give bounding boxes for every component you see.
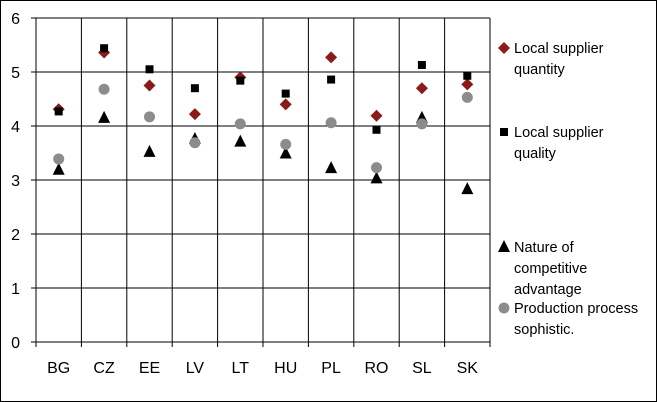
data-point-square <box>190 84 199 93</box>
data-point-square <box>145 65 154 74</box>
x-tick-label: SK <box>457 360 479 377</box>
data-point-square <box>327 75 336 84</box>
legend-label: quantity <box>514 62 566 78</box>
data-point-circle <box>189 137 201 149</box>
data-point-triangle <box>370 171 383 184</box>
data-point-circle <box>98 83 110 95</box>
data-point-circle <box>53 153 65 165</box>
data-point-diamond <box>279 98 292 111</box>
data-point-square <box>236 76 245 85</box>
data-point-triangle <box>461 182 474 195</box>
data-point-circle <box>280 138 292 150</box>
series-circle <box>53 83 473 174</box>
data-point-square <box>100 44 109 53</box>
data-point-triangle <box>98 110 111 123</box>
data-point-diamond <box>370 109 383 122</box>
data-point-triangle <box>52 162 65 175</box>
data-point-triangle <box>279 146 292 159</box>
legend-label: Local supplier <box>514 41 604 57</box>
y-tick-label: 0 <box>11 335 20 352</box>
legend: Local supplier quantity Local supplier qual… <box>498 41 638 338</box>
legend-label: Local supplier <box>514 125 604 141</box>
x-tick-label: PL <box>321 360 341 377</box>
data-point-triangle <box>325 161 338 174</box>
legend-marker-diamond <box>498 42 510 54</box>
data-point-diamond <box>188 108 201 121</box>
legend-label: competitive <box>514 261 587 277</box>
y-tick-label: 4 <box>11 119 20 136</box>
data-point-diamond <box>325 51 338 64</box>
data-point-circle <box>234 118 246 130</box>
x-tick-label: BG <box>47 360 70 377</box>
data-point-circle <box>144 111 155 123</box>
y-tick-label: 2 <box>11 227 20 244</box>
data-point-circle <box>461 91 473 103</box>
data-point-square <box>463 71 472 80</box>
data-point-triangle <box>143 144 156 157</box>
data-point-triangle <box>234 134 247 147</box>
legend-label: Nature of <box>514 240 575 256</box>
data-point-diamond <box>415 82 428 95</box>
series-square <box>54 44 472 134</box>
legend-marker-triangle <box>498 240 510 252</box>
x-tick-label: SL <box>412 360 432 377</box>
legend-label: Production process <box>514 301 638 317</box>
data-point-square <box>372 125 381 134</box>
legend-marker-circle <box>498 302 510 314</box>
x-tick-label: LV <box>186 360 205 377</box>
x-tick-label: CZ <box>93 360 115 377</box>
legend-label: quality <box>514 146 557 162</box>
data-point-diamond <box>461 78 474 91</box>
data-point-square <box>281 89 290 98</box>
y-tick-label: 6 <box>11 11 20 28</box>
x-tick-label: LT <box>232 360 250 377</box>
x-tick-label: EE <box>139 360 160 377</box>
y-tick-label: 3 <box>11 173 20 190</box>
legend-marker-square <box>500 128 508 136</box>
x-tick-label: RO <box>365 360 389 377</box>
x-tick-label: HU <box>274 360 297 377</box>
data-point-circle <box>416 118 428 130</box>
data-point-square <box>54 107 63 116</box>
legend-label: advantage <box>514 282 582 298</box>
data-point-square <box>417 60 426 69</box>
data-point-diamond <box>143 79 156 92</box>
y-tick-label: 1 <box>11 281 20 298</box>
legend-label: sophistic. <box>514 322 574 338</box>
y-tick-label: 5 <box>11 65 20 82</box>
data-point-circle <box>371 162 382 174</box>
data-point-circle <box>325 117 337 129</box>
